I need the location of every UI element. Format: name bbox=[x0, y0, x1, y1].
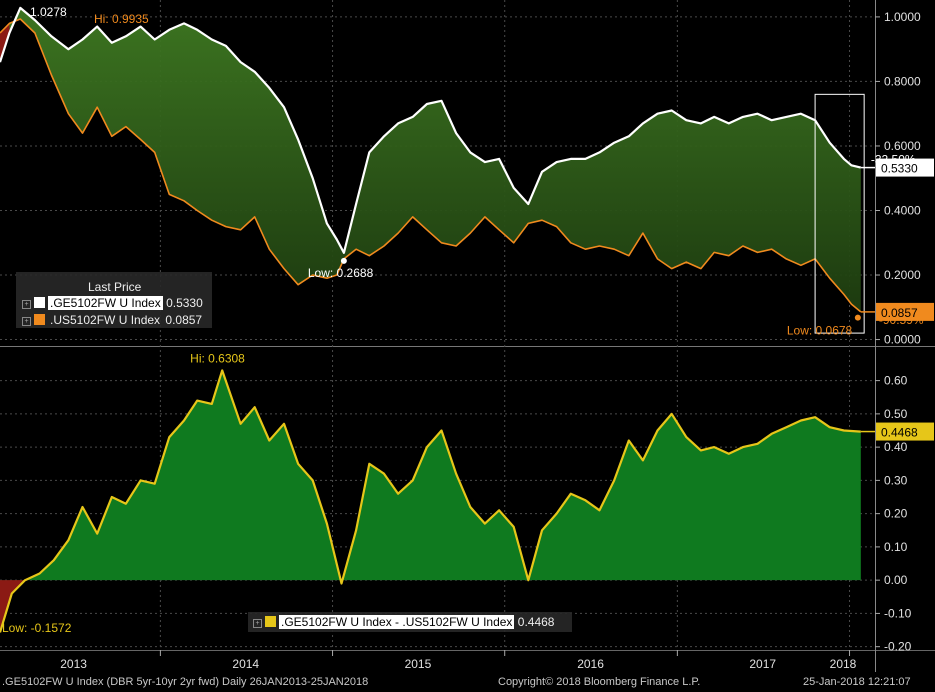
top-legend: Last Price + .GE5102FW U Index 0.5330 + .U… bbox=[16, 272, 212, 328]
legend-row-series1[interactable]: + .GE5102FW U Index 0.5330 bbox=[22, 296, 203, 310]
bottom-y-tick-label: 0.10 bbox=[884, 540, 908, 554]
panel-divider bbox=[0, 346, 935, 347]
series1-low-label: Low: 0.2688 bbox=[308, 266, 374, 280]
footer-left: .GE5102FW U Index (DBR 5yr-10yr 2yr fwd)… bbox=[2, 676, 369, 688]
x-tick-label: 2014 bbox=[232, 657, 259, 671]
bottom-y-tick-label: -0.10 bbox=[884, 606, 912, 620]
top-y-tick-label: 0.6000 bbox=[884, 139, 921, 153]
series2-swatch bbox=[34, 314, 45, 325]
legend-title: Last Price bbox=[88, 280, 142, 294]
spread-low-label: Low: -0.1572 bbox=[2, 621, 72, 635]
legend-series2-name: .US5102FW U Index bbox=[50, 313, 161, 327]
spread-fill-area bbox=[0, 7, 861, 312]
x-tick-label: 2018 bbox=[830, 657, 857, 671]
legend-series1-name: .GE5102FW U Index bbox=[48, 296, 163, 310]
expand-icon[interactable]: + bbox=[22, 317, 31, 326]
x-tick-label: 2016 bbox=[577, 657, 604, 671]
top-y-tick-label: 0.8000 bbox=[884, 74, 921, 88]
legend-series2-value: 0.0857 bbox=[165, 313, 203, 327]
bottom-y-tick-label: 0.30 bbox=[884, 473, 908, 487]
spread-positive-area bbox=[0, 370, 861, 581]
legend-series1-value: 0.5330 bbox=[166, 296, 203, 310]
footer: .GE5102FW U Index (DBR 5yr-10yr 2yr fwd)… bbox=[0, 672, 935, 692]
legend-spread-value: 0.4468 bbox=[517, 615, 555, 629]
top-y-tick-label: 0.4000 bbox=[884, 203, 921, 217]
expand-icon[interactable]: + bbox=[253, 619, 262, 628]
legend-row-spread[interactable]: + .GE5102FW U Index - .US5102FW U Index 0… bbox=[253, 615, 554, 629]
bottom-y-tick-label: 0.40 bbox=[884, 440, 908, 454]
footer-copyright: Copyright© 2018 Bloomberg Finance L.P. bbox=[498, 676, 701, 688]
x-tick-label: 2017 bbox=[749, 657, 776, 671]
series2-last-tag bbox=[876, 302, 934, 321]
bottom-y-tick-label: 0.00 bbox=[884, 573, 908, 587]
top-y-tick-label: 1.0000 bbox=[884, 10, 921, 24]
series1-low-marker bbox=[340, 257, 347, 264]
footer-timestamp: 25-Jan-2018 12:21:07 bbox=[803, 676, 911, 688]
series2-low-marker bbox=[854, 314, 861, 321]
spread-last-tag-label: 0.4468 bbox=[881, 426, 918, 440]
right-axis-line bbox=[875, 0, 876, 672]
bottom-legend: + .GE5102FW U Index - .US5102FW U Index 0… bbox=[248, 612, 572, 632]
series1-last-tag bbox=[876, 158, 934, 177]
series1-high-label: 1.0278 bbox=[30, 5, 67, 19]
series1-last-tag-label: 0.5330 bbox=[881, 162, 918, 176]
bottom-y-tick-label: 0.60 bbox=[884, 374, 908, 388]
legend-spread-name: .GE5102FW U Index - .US5102FW U Index bbox=[279, 615, 515, 629]
spread-line bbox=[0, 369, 861, 633]
x-tick-label: 2013 bbox=[60, 657, 87, 671]
spread-last-tag bbox=[876, 422, 934, 441]
series2-line bbox=[0, 18, 862, 313]
axis-baseline bbox=[0, 650, 935, 651]
bottom-y-tick-label: -0.20 bbox=[884, 640, 912, 654]
legend-row-series2[interactable]: + .US5102FW U Index 0.0857 bbox=[22, 313, 202, 327]
series2-high-label: Hi: 0.9935 bbox=[94, 12, 149, 26]
top-y-tick-label: 0.2000 bbox=[884, 268, 921, 282]
series2-low-label: Low: 0.0678 bbox=[787, 324, 853, 338]
expand-icon[interactable]: + bbox=[22, 300, 31, 309]
series1-line bbox=[0, 6, 862, 254]
top-y-tick-label: 0.0000 bbox=[884, 333, 921, 347]
bottom-y-tick-label: 0.50 bbox=[884, 407, 908, 421]
spread-swatch bbox=[265, 616, 276, 627]
bottom-y-tick-label: 0.20 bbox=[884, 507, 908, 521]
highlight-box bbox=[814, 93, 865, 334]
spread-negative-area bbox=[0, 580, 25, 633]
series1-swatch bbox=[34, 297, 45, 308]
x-tick-label: 2015 bbox=[405, 657, 432, 671]
spread-high-label: Hi: 0.6308 bbox=[190, 351, 245, 365]
series2-last-tag-label: 0.0857 bbox=[881, 306, 918, 320]
